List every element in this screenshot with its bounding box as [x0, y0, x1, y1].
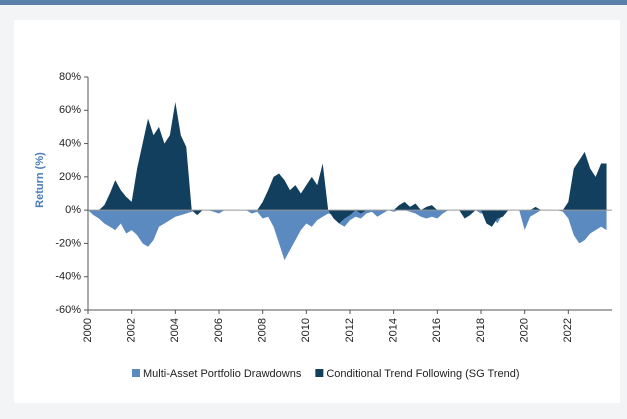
x-tick-label: 2008 — [257, 318, 269, 342]
y-tick-label: 0% — [65, 204, 81, 216]
y-axis-label: Return (%) — [34, 152, 46, 208]
x-tick-label: 2018 — [475, 318, 487, 342]
x-tick-label: 2014 — [388, 318, 400, 342]
x-tick-label: 2022 — [562, 318, 574, 342]
legend-swatch — [132, 369, 140, 377]
top-bar — [0, 0, 627, 5]
x-tick-label: 2012 — [344, 318, 356, 342]
x-tick-label: 2004 — [169, 318, 181, 342]
y-tick-label: 40% — [59, 137, 81, 149]
x-tick-label: 2020 — [519, 318, 531, 342]
x-tick-label: 2016 — [431, 318, 443, 342]
legend-label: Conditional Trend Following (SG Trend) — [326, 368, 519, 380]
x-tick-label: 2000 — [82, 318, 94, 342]
x-tick-label: 2006 — [213, 318, 225, 342]
legend-label: Multi-Asset Portfolio Drawdowns — [143, 368, 302, 380]
y-tick-label: -20% — [55, 237, 81, 249]
legend-swatch — [315, 369, 324, 377]
y-tick-label: 80% — [59, 71, 81, 83]
y-tick-label: 60% — [59, 104, 81, 116]
y-tick-label: -60% — [55, 304, 81, 316]
x-tick-label: 2002 — [126, 318, 138, 342]
y-tick-label: -40% — [55, 271, 81, 283]
x-tick-label: 2010 — [300, 318, 312, 342]
area — [88, 210, 607, 261]
y-tick-label: 20% — [59, 171, 81, 183]
